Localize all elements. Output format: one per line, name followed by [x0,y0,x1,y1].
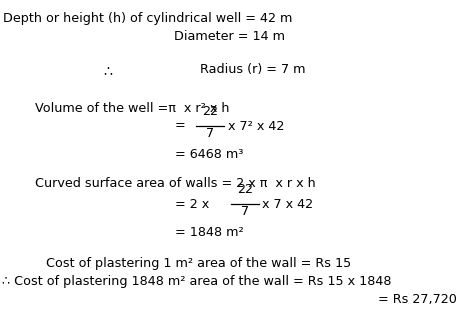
Text: Cost of plastering 1 m² area of the wall = Rs 15: Cost of plastering 1 m² area of the wall… [46,257,351,270]
Text: ∴: ∴ [103,65,112,79]
Text: 22: 22 [236,183,252,196]
Text: ∴ Cost of plastering 1848 m² area of the wall = Rs 15 x 1848: ∴ Cost of plastering 1848 m² area of the… [2,275,391,288]
Text: 7: 7 [241,205,248,218]
Text: =: = [174,119,185,133]
Text: x 7 x 42: x 7 x 42 [262,197,313,211]
Text: Radius (r) = 7 m: Radius (r) = 7 m [200,63,305,76]
Text: 22: 22 [202,105,218,118]
Text: Diameter = 14 m: Diameter = 14 m [174,30,285,43]
Text: x 7² x 42: x 7² x 42 [228,119,284,133]
Text: Volume of the well =π  x r² x h: Volume of the well =π x r² x h [35,102,229,115]
Text: Depth or height (h) of cylindrical well = 42 m: Depth or height (h) of cylindrical well … [3,12,292,25]
Text: 7: 7 [206,127,213,140]
Text: = 6468 m³: = 6468 m³ [174,148,243,161]
Text: = Rs 27,720: = Rs 27,720 [377,293,456,306]
Text: = 1848 m²: = 1848 m² [174,226,243,239]
Text: Curved surface area of walls = 2 x π  x r x h: Curved surface area of walls = 2 x π x r… [35,177,315,190]
Text: = 2 x: = 2 x [174,197,209,211]
